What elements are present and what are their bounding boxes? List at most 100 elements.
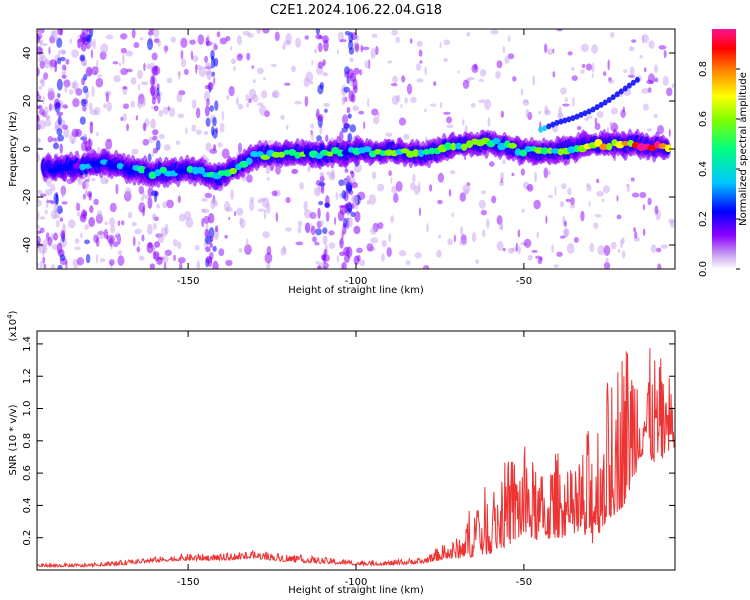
noise-streak <box>61 186 65 198</box>
noise-speck <box>162 106 169 115</box>
noise-streak <box>319 175 325 183</box>
noise-speck <box>429 184 433 192</box>
noise-speck <box>191 55 199 62</box>
noise-streak <box>53 232 58 241</box>
noise-streak <box>214 100 219 111</box>
noise-speck <box>177 256 186 264</box>
noise-streak <box>87 190 93 198</box>
noise-speck <box>404 96 408 104</box>
noise-speck <box>40 43 48 47</box>
branch-mark <box>630 79 636 86</box>
branch-mark <box>598 101 604 108</box>
noise-speck <box>450 170 456 175</box>
noise-streak <box>82 85 89 94</box>
noise-speck <box>663 49 667 59</box>
noise-speck <box>285 124 289 131</box>
noise-speck <box>326 170 330 176</box>
noise-speck <box>162 255 169 264</box>
noise-speck <box>358 110 365 115</box>
noise-streak <box>315 34 322 40</box>
noise-speck <box>103 228 109 240</box>
noise-streak <box>79 31 87 44</box>
noise-speck <box>410 182 416 191</box>
noise-speck <box>138 185 144 195</box>
noise-speck <box>44 188 53 196</box>
noise-streak <box>338 179 345 187</box>
noise-speck <box>366 243 374 252</box>
noise-streak <box>351 202 355 210</box>
figure-title: C2E1.2024.106.22.04.G18 <box>270 3 442 18</box>
noise-speck <box>626 184 630 193</box>
snr-y-ticks: 0.2 0.4 0.6 0.8 1.0 1.2 1.4 <box>22 336 675 546</box>
spectrogram-y-ticks: -40 -20 0 20 40 <box>22 47 675 253</box>
noise-speck <box>406 83 413 95</box>
noise-speck <box>131 221 137 227</box>
noise-speck <box>336 49 340 55</box>
noise-speck <box>339 39 347 43</box>
noise-streak <box>339 205 347 215</box>
noise-speck <box>502 45 506 54</box>
noise-speck <box>627 74 636 78</box>
noise-speck <box>262 29 270 34</box>
noise-speck <box>69 89 74 95</box>
noise-streak <box>345 246 353 258</box>
ridge-core <box>260 154 271 160</box>
noise-speck <box>381 253 385 263</box>
noise-speck <box>462 79 470 90</box>
noise-speck <box>532 75 536 86</box>
ridge-core <box>412 149 420 157</box>
noise-speck <box>120 47 127 54</box>
noise-speck <box>121 53 125 65</box>
noise-speck <box>280 247 287 256</box>
noise-speck <box>141 98 146 107</box>
noise-speck <box>263 76 266 81</box>
ridge-core <box>514 148 521 156</box>
noise-streak <box>351 195 358 205</box>
noise-speck <box>313 48 318 54</box>
noise-speck <box>47 135 53 143</box>
noise-streak <box>207 81 214 91</box>
noise-speck <box>291 168 298 174</box>
noise-speck <box>134 228 142 235</box>
noise-speck <box>170 36 176 43</box>
branch-mark <box>622 85 628 92</box>
noise-speck <box>38 119 46 130</box>
noise-streak <box>157 93 161 104</box>
ridge-core <box>599 143 609 151</box>
noise-speck <box>115 183 119 195</box>
noise-speck <box>132 236 136 247</box>
x-tick-label: -150 <box>177 276 200 287</box>
noise-speck <box>246 102 250 108</box>
noise-speck <box>616 214 622 220</box>
noise-speck <box>113 74 121 83</box>
noise-speck <box>93 198 99 206</box>
noise-speck <box>395 36 400 44</box>
noise-speck <box>230 58 237 65</box>
noise-speck <box>75 88 83 96</box>
noise-speck <box>285 33 292 45</box>
noise-streak <box>322 35 329 44</box>
noise-speck <box>67 219 76 229</box>
ridge-core <box>664 144 672 153</box>
noise-speck <box>89 109 98 116</box>
noise-speck <box>109 237 114 247</box>
snr-y-multiplier: (x104) <box>6 310 19 341</box>
noise-speck <box>500 171 505 181</box>
noise-speck <box>137 102 140 107</box>
noise-speck <box>639 54 643 59</box>
noise-speck <box>623 69 628 73</box>
noise-speck <box>177 71 182 77</box>
branch-mark <box>614 91 620 98</box>
noise-speck <box>596 111 604 118</box>
noise-speck <box>437 234 442 239</box>
noise-streak <box>205 256 213 264</box>
noise-speck <box>525 108 530 118</box>
noise-streak <box>316 135 322 142</box>
spectrogram-panel: -40 -20 0 20 40 -150 -100 -50 Height of straig… <box>8 28 676 296</box>
noise-speck <box>654 205 659 215</box>
noise-speck <box>547 194 554 199</box>
noise-speck <box>480 209 487 216</box>
noise-speck <box>646 79 654 84</box>
noise-speck <box>366 200 371 205</box>
noise-speck <box>172 239 178 247</box>
